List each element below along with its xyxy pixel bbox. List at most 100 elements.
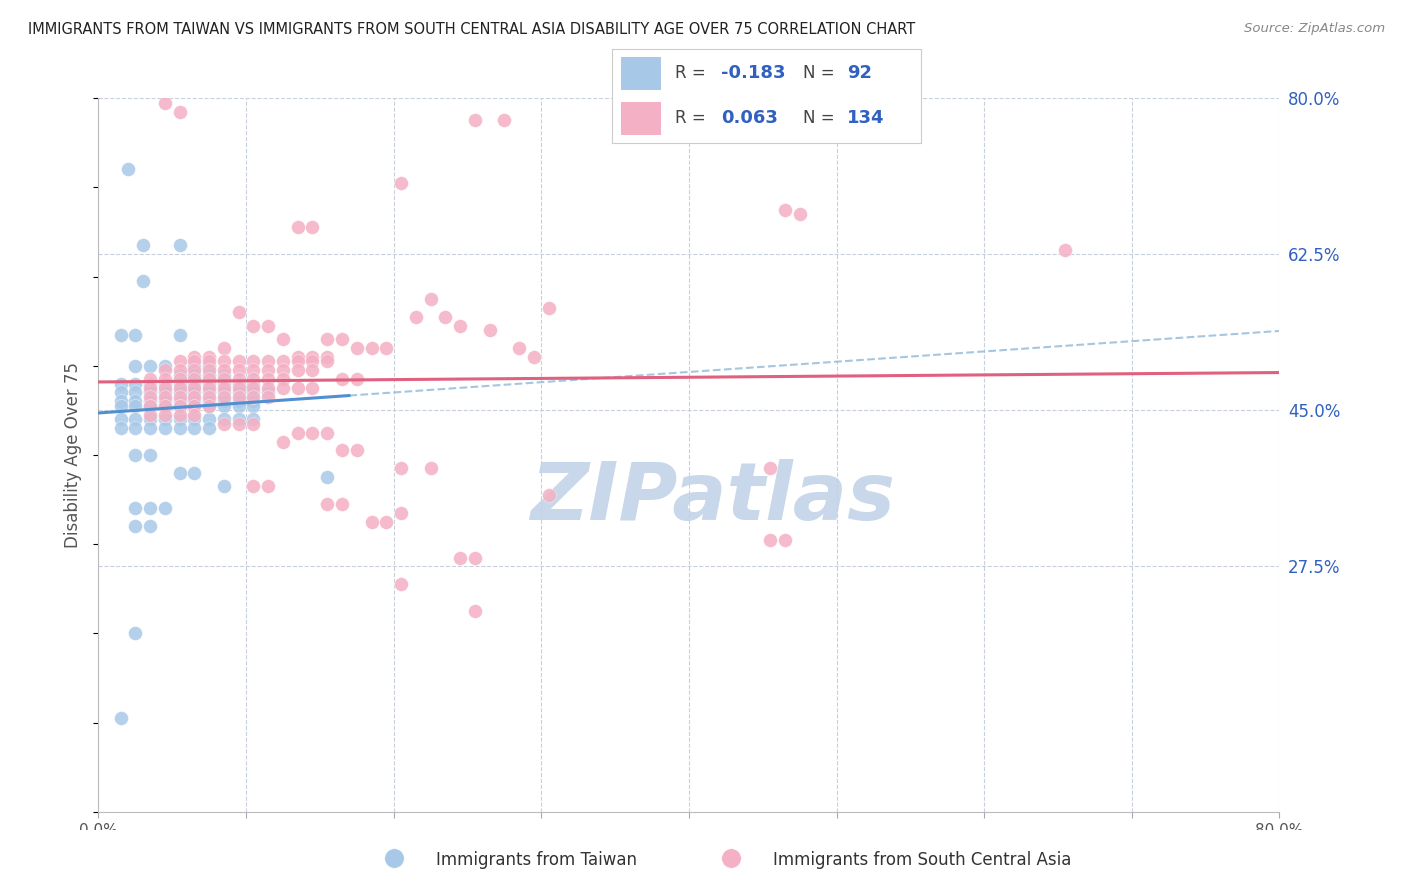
Point — [169, 385, 191, 400]
Point — [389, 461, 412, 475]
Point — [212, 385, 235, 400]
Point — [124, 376, 146, 391]
Point — [169, 399, 191, 413]
Point — [169, 368, 191, 382]
Point — [301, 425, 323, 440]
Point — [316, 332, 339, 346]
Point — [117, 162, 139, 177]
Point — [287, 425, 309, 440]
Point — [198, 412, 221, 426]
Point — [198, 376, 221, 391]
Point — [198, 350, 221, 364]
Point — [169, 372, 191, 386]
Point — [537, 488, 560, 502]
Point — [242, 372, 264, 386]
Point — [720, 851, 742, 865]
Point — [198, 354, 221, 368]
Point — [228, 390, 250, 404]
Point — [228, 305, 250, 319]
Point — [228, 376, 250, 391]
Point — [330, 497, 353, 511]
Point — [139, 381, 162, 395]
Point — [198, 385, 221, 400]
Point — [212, 394, 235, 409]
Point — [198, 363, 221, 377]
Point — [434, 310, 457, 324]
Point — [153, 95, 176, 110]
Point — [759, 533, 782, 547]
Point — [346, 372, 368, 386]
Point — [110, 394, 132, 409]
Point — [773, 202, 796, 217]
Point — [301, 363, 323, 377]
Point — [271, 381, 294, 395]
Point — [287, 220, 309, 235]
Point — [169, 421, 191, 435]
Bar — [621, 102, 661, 136]
Point — [301, 354, 323, 368]
Point — [405, 310, 427, 324]
Text: 134: 134 — [846, 110, 884, 128]
Point — [212, 372, 235, 386]
Point — [153, 399, 176, 413]
Point — [139, 390, 162, 404]
Text: -0.183: -0.183 — [721, 64, 786, 82]
Point — [316, 470, 339, 484]
Point — [375, 515, 398, 529]
Text: IMMIGRANTS FROM TAIWAN VS IMMIGRANTS FROM SOUTH CENTRAL ASIA DISABILITY AGE OVER: IMMIGRANTS FROM TAIWAN VS IMMIGRANTS FRO… — [28, 22, 915, 37]
Point — [169, 390, 191, 404]
Point — [183, 372, 205, 386]
Point — [360, 515, 382, 529]
Point — [124, 385, 146, 400]
Point — [169, 376, 191, 391]
Point — [271, 363, 294, 377]
Point — [139, 372, 162, 386]
Point — [242, 318, 264, 333]
Point — [132, 274, 155, 288]
Text: 0.063: 0.063 — [721, 110, 779, 128]
Point — [153, 501, 176, 516]
Point — [523, 350, 546, 364]
Point — [389, 506, 412, 520]
Point — [153, 390, 176, 404]
Text: 92: 92 — [846, 64, 872, 82]
Point — [153, 359, 176, 373]
Point — [257, 354, 280, 368]
Point — [169, 104, 191, 119]
Point — [139, 394, 162, 409]
Point — [316, 354, 339, 368]
Point — [212, 376, 235, 391]
Point — [389, 577, 412, 591]
Point — [183, 399, 205, 413]
Point — [110, 327, 132, 342]
Point — [198, 372, 221, 386]
Point — [789, 207, 811, 221]
Point — [153, 421, 176, 435]
Point — [228, 381, 250, 395]
Point — [360, 341, 382, 355]
Point — [183, 466, 205, 480]
Point — [124, 501, 146, 516]
Point — [301, 381, 323, 395]
Point — [287, 350, 309, 364]
Point — [228, 354, 250, 368]
Point — [382, 851, 405, 865]
Point — [183, 350, 205, 364]
Text: R =: R = — [675, 110, 711, 128]
Point — [257, 390, 280, 404]
Text: N =: N = — [803, 64, 841, 82]
Point — [169, 394, 191, 409]
Point — [153, 399, 176, 413]
Point — [110, 376, 132, 391]
Point — [478, 323, 501, 337]
Point — [316, 350, 339, 364]
Point — [301, 220, 323, 235]
Point — [257, 381, 280, 395]
Point — [110, 412, 132, 426]
Point — [153, 394, 176, 409]
Point — [375, 341, 398, 355]
Point — [198, 390, 221, 404]
Point — [508, 341, 530, 355]
Point — [124, 399, 146, 413]
Point — [257, 372, 280, 386]
